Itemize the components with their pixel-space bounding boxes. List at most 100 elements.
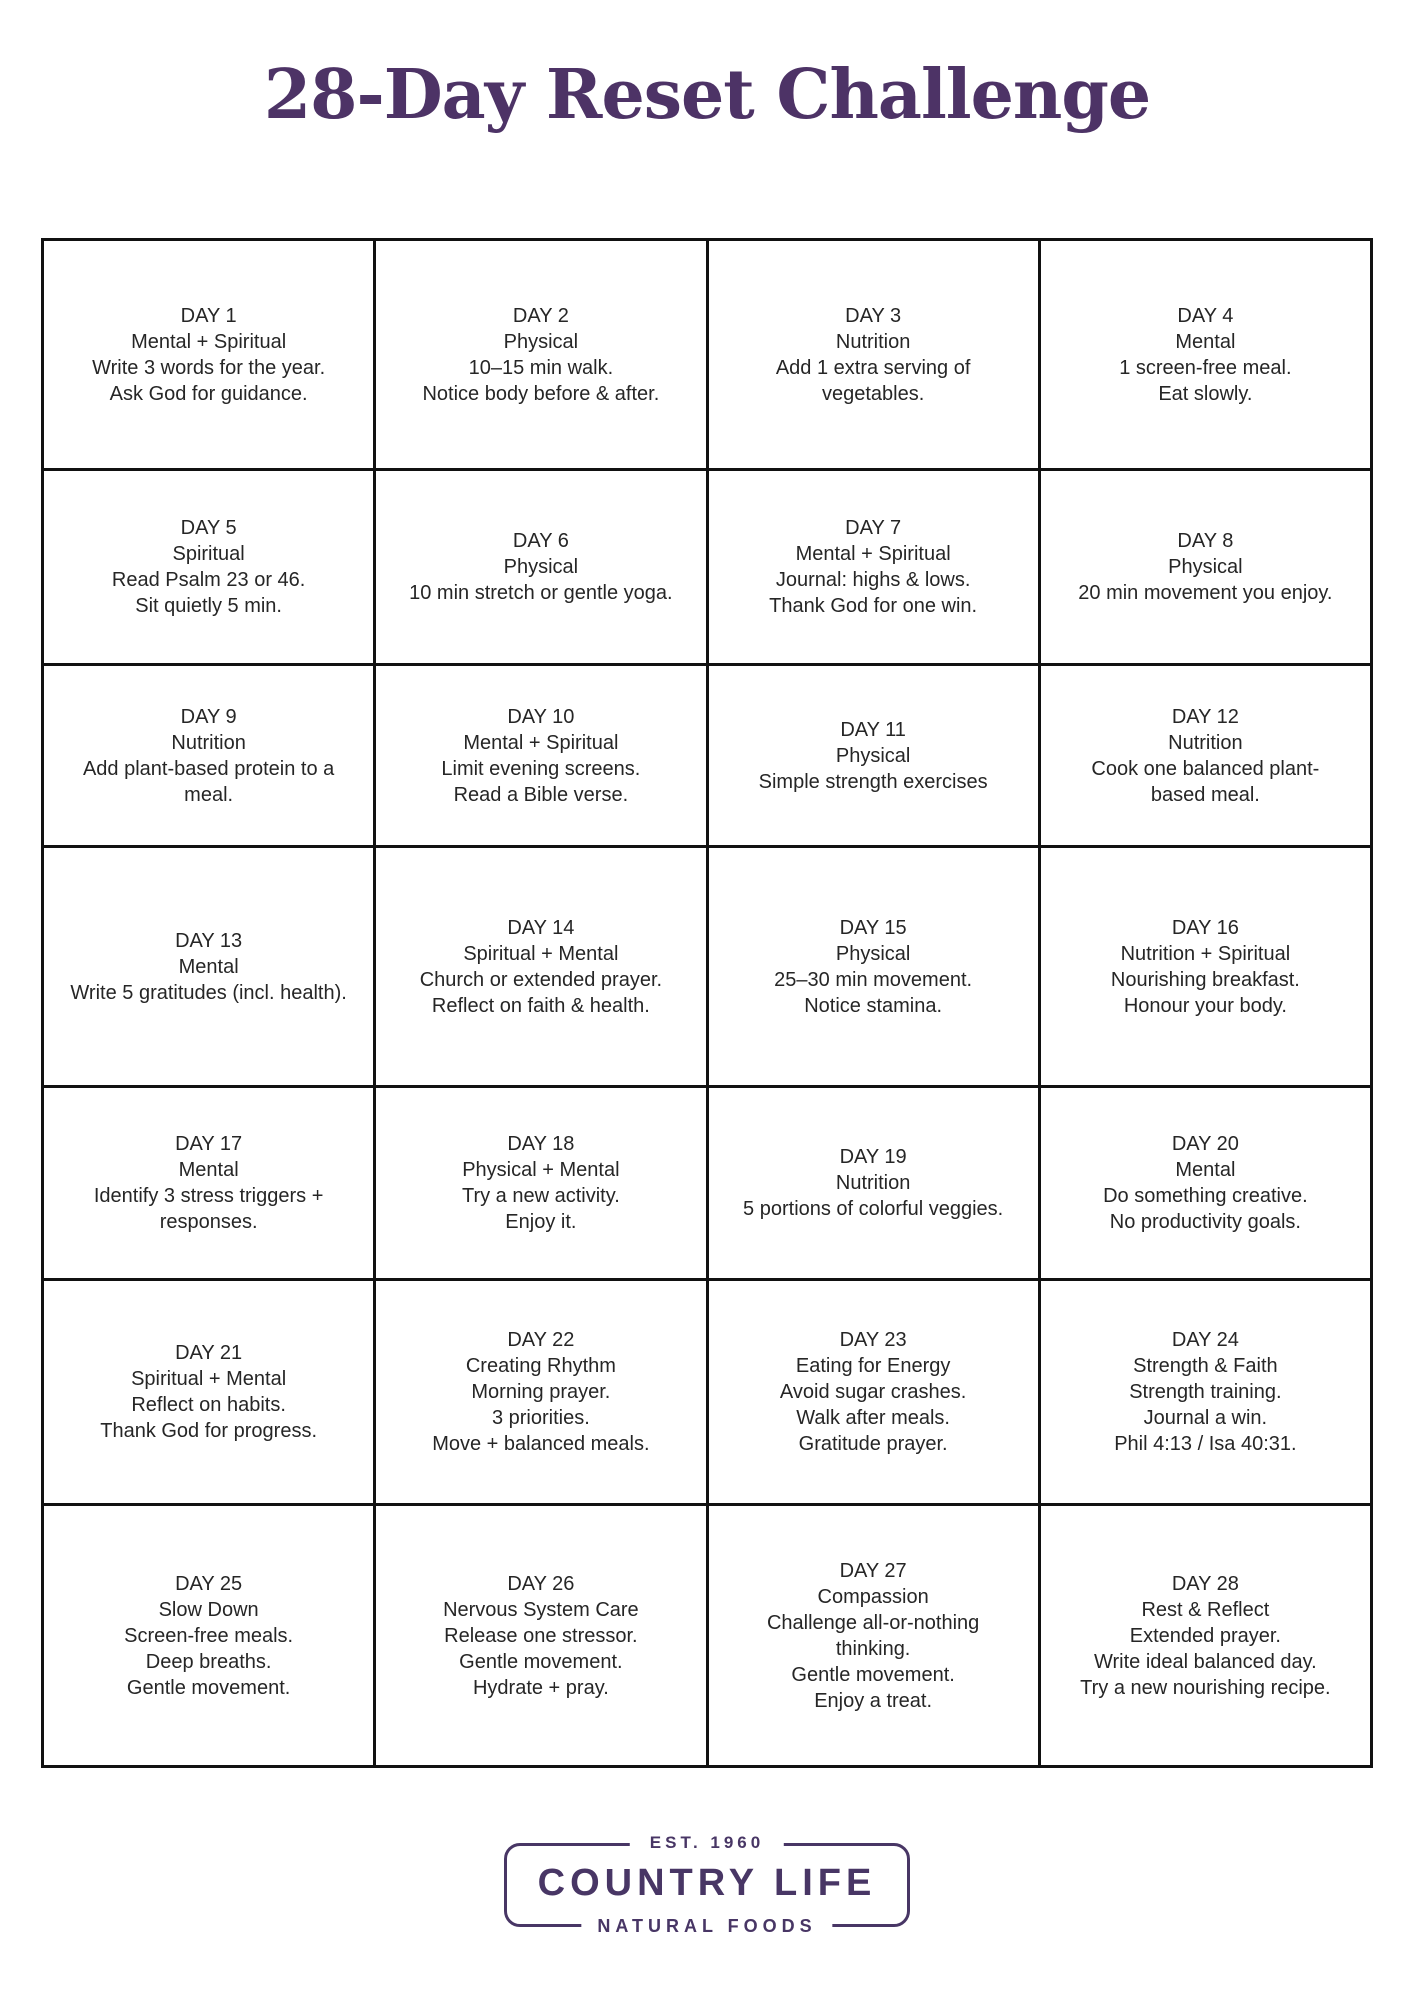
- grid-row: DAY 5 Spiritual Read Psalm 23 or 46. Sit qu…: [40, 468, 1374, 666]
- day-number: DAY 8: [1177, 530, 1234, 552]
- day-cell: DAY 21 Spiritual + Mental Reflect on habit…: [40, 1278, 377, 1506]
- day-category: Physical: [835, 942, 911, 965]
- day-task: 3 priorities.: [491, 1407, 590, 1429]
- day-cell: DAY 16 Nutrition + Spiritual Nourishing br…: [1037, 845, 1374, 1088]
- day-task: Gratitude prayer.: [798, 1433, 948, 1455]
- day-task: Do something creative.: [1103, 1185, 1308, 1207]
- day-category: Eating for Energy: [795, 1355, 951, 1377]
- day-task: Walk after meals.: [796, 1407, 950, 1429]
- day-cell: DAY 9 Nutrition Add plant-based protein to…: [40, 663, 377, 848]
- day-number: DAY 12: [1171, 705, 1239, 728]
- day-task: Enjoy it.: [505, 1211, 577, 1233]
- day-task: Honour your body.: [1123, 994, 1287, 1017]
- day-task: Simple strength exercises: [758, 770, 988, 793]
- day-cell: DAY 23 Eating for Energy Avoid sugar crash…: [705, 1278, 1041, 1506]
- day-task: Morning prayer.: [471, 1381, 611, 1403]
- day-category: Nutrition: [1168, 731, 1243, 754]
- day-number: DAY 16: [1171, 916, 1239, 939]
- day-cell: DAY 6 Physical 10 min stretch or gentle yo…: [373, 468, 709, 666]
- day-task: Reflect on faith & health.: [431, 994, 650, 1017]
- day-category: Compassion: [817, 1585, 929, 1608]
- day-category: Physical: [1168, 556, 1243, 578]
- day-task: 10 min stretch or gentle yoga.: [409, 582, 673, 604]
- day-number: DAY 11: [840, 718, 906, 741]
- page-title: 28-Day Reset Challenge: [263, 55, 1151, 135]
- day-category: Creating Rhythm: [465, 1355, 616, 1377]
- day-cell: DAY 11 Physical Simple strength exercises: [705, 663, 1041, 848]
- day-task: Phil 4:13 / Isa 40:31.: [1114, 1433, 1297, 1455]
- day-number: DAY 27: [839, 1559, 907, 1582]
- day-cell: DAY 3 Nutrition Add 1 extra serving of veg…: [705, 238, 1041, 471]
- day-cell: DAY 18 Physical + Mental Try a new activit…: [373, 1085, 709, 1281]
- day-task: No productivity goals.: [1109, 1211, 1301, 1233]
- day-cell: DAY 2 Physical 10–15 min walk. Notice body …: [373, 238, 709, 471]
- day-number: DAY 4: [1177, 304, 1234, 327]
- day-number: DAY 3: [845, 304, 902, 327]
- day-category: Nervous System Care: [443, 1598, 639, 1621]
- day-task: Thank God for progress.: [100, 1420, 318, 1442]
- day-category: Mental + Spiritual: [131, 330, 287, 353]
- day-number: DAY 6: [512, 530, 569, 552]
- day-task: Sit quietly 5 min.: [135, 595, 282, 617]
- day-cell: DAY 25 Slow Down Screen-free meals. Deep br…: [40, 1503, 377, 1768]
- day-cell: DAY 7 Mental + Spiritual Journal: highs & …: [705, 468, 1041, 666]
- day-number: DAY 10: [507, 705, 575, 728]
- day-task: Deep breaths.: [145, 1650, 272, 1673]
- day-cell: DAY 5 Spiritual Read Psalm 23 or 46. Sit qu…: [40, 468, 377, 666]
- day-task: Read Psalm 23 or 46.: [111, 569, 306, 591]
- grid-row: DAY 21 Spiritual + Mental Reflect on habit…: [40, 1278, 1374, 1506]
- day-task: 25–30 min movement.: [774, 968, 973, 991]
- day-number: DAY 1: [180, 304, 237, 327]
- day-task: Try a new nourishing recipe.: [1080, 1676, 1331, 1699]
- day-task: Write 5 gratitudes (incl. health).: [70, 981, 347, 1004]
- day-task: Challenge all-or-nothing thinking.: [766, 1611, 980, 1660]
- day-task: Read a Bible verse.: [453, 783, 629, 806]
- day-number: DAY 14: [507, 916, 575, 939]
- day-category: Physical + Mental: [462, 1159, 620, 1181]
- grid-row: DAY 25 Slow Down Screen-free meals. Deep br…: [40, 1503, 1374, 1768]
- day-category: Mental + Spiritual: [463, 731, 619, 754]
- day-category: Rest & Reflect: [1141, 1598, 1270, 1621]
- day-task: Avoid sugar crashes.: [779, 1381, 967, 1403]
- day-task: Cook one balanced plant-based meal.: [1091, 757, 1320, 806]
- day-task: Try a new activity.: [461, 1185, 620, 1207]
- logo-brand-name: COUNTRY LIFE: [537, 1861, 877, 1904]
- day-cell: DAY 26 Nervous System Care Release one str…: [373, 1503, 709, 1768]
- day-category: Spiritual + Mental: [131, 1368, 287, 1390]
- day-cell: DAY 24 Strength & Faith Strength training.…: [1037, 1278, 1374, 1506]
- day-number: DAY 17: [175, 1133, 243, 1155]
- day-category: Slow Down: [158, 1598, 259, 1621]
- day-task: Gentle movement.: [791, 1663, 955, 1686]
- day-task: 20 min movement you enjoy.: [1078, 582, 1333, 604]
- day-task: Gentle movement.: [459, 1650, 623, 1673]
- day-cell: DAY 19 Nutrition 5 portions of colorful ve…: [705, 1085, 1041, 1281]
- day-task: Write 3 words for the year.: [92, 356, 326, 379]
- day-task: Move + balanced meals.: [432, 1433, 650, 1455]
- day-cell: DAY 1 Mental + Spiritual Write 3 words for…: [40, 238, 377, 471]
- day-task: 10–15 min walk.: [468, 356, 614, 379]
- day-task: Hydrate + pray.: [472, 1676, 609, 1699]
- day-cell: DAY 27 Compassion Challenge all-or-nothing…: [705, 1503, 1041, 1768]
- day-task: Write ideal balanced day.: [1094, 1650, 1317, 1673]
- day-task: Reflect on habits.: [131, 1394, 286, 1416]
- day-number: DAY 24: [1171, 1329, 1239, 1351]
- day-task: Add 1 extra serving of vegetables.: [775, 356, 971, 405]
- day-task: Eat slowly.: [1158, 382, 1253, 405]
- logo-tagline-text: NATURAL FOODS: [581, 1916, 833, 1937]
- grid-row: DAY 9 Nutrition Add plant-based protein to…: [40, 663, 1374, 848]
- country-life-logo: EST. 1960 COUNTRY LIFE NATURAL FOODS: [504, 1833, 910, 1937]
- day-task: Limit evening screens.: [441, 757, 641, 780]
- day-task: Nourishing breakfast.: [1110, 968, 1300, 991]
- day-cell: DAY 12 Nutrition Cook one balanced plant-b…: [1037, 663, 1374, 848]
- day-number: DAY 7: [845, 517, 902, 539]
- day-number: DAY 21: [175, 1342, 243, 1364]
- grid-row: DAY 17 Mental Identify 3 stress triggers +…: [40, 1085, 1374, 1281]
- day-task: Notice stamina.: [804, 994, 943, 1017]
- day-task: 1 screen-free meal.: [1119, 356, 1292, 379]
- day-category: Nutrition: [835, 1172, 911, 1194]
- day-number: DAY 19: [839, 1146, 907, 1168]
- day-cell: DAY 22 Creating Rhythm Morning prayer. 3 pr…: [373, 1278, 709, 1506]
- day-cell: DAY 14 Spiritual + Mental Church or extend…: [373, 845, 709, 1088]
- day-cell: DAY 10 Mental + Spiritual Limit evening sc…: [373, 663, 709, 848]
- day-category: Mental + Spiritual: [795, 543, 951, 565]
